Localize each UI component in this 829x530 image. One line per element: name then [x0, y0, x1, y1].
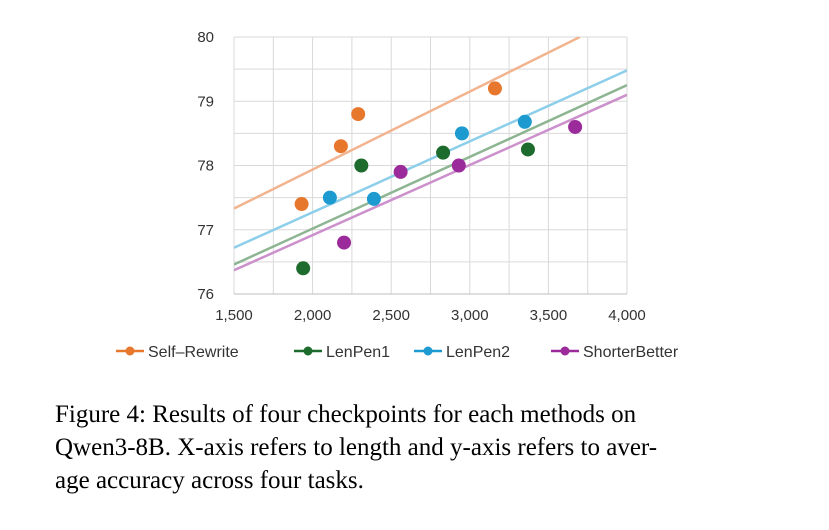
figure-caption: Figure 4: Results of four checkpoints fo… [55, 398, 785, 497]
trendlines [234, 37, 627, 272]
legend-label: LenPen1 [326, 344, 390, 361]
point-self-rewrite [294, 197, 309, 212]
point-lenpen1 [354, 158, 369, 173]
data-points [294, 81, 583, 276]
point-lenpen1 [520, 142, 535, 157]
grid [233, 36, 628, 295]
legend-label: LenPen2 [446, 344, 510, 361]
point-self-rewrite [333, 139, 348, 154]
trendline-lenpen1 [234, 84, 627, 266]
caption-line-1: Figure 4: Results of four checkpoints fo… [55, 401, 637, 428]
point-lenpen2 [366, 191, 381, 206]
point-lenpen2 [454, 126, 469, 141]
point-self-rewrite [487, 81, 502, 96]
legend-item-lenpen2: LenPen2 [414, 344, 510, 361]
caption-line-2: Qwen3-8B. X-axis refers to length and y-… [55, 434, 658, 461]
trendline-lenpen2 [234, 69, 627, 249]
legend-item-shorterbetter: ShorterBetter [551, 344, 679, 361]
legend-marker [125, 346, 135, 356]
legend-marker [560, 346, 570, 356]
legend-label: Self–Rewrite [148, 344, 239, 361]
point-lenpen1 [436, 145, 451, 160]
x-tick-label: 3,500 [530, 307, 568, 324]
x-tick-label: 4,000 [608, 307, 646, 324]
y-tick-label: 76 [197, 286, 214, 303]
point-self-rewrite [351, 107, 366, 122]
legend-item-lenpen1: LenPen1 [294, 344, 390, 361]
legend-label: ShorterBetter [583, 344, 679, 361]
x-tick-label: 1,500 [215, 307, 253, 324]
y-tick-label: 78 [197, 158, 214, 175]
caption-line-3: age accuracy across four tasks. [55, 467, 364, 494]
legend-marker [303, 346, 313, 356]
x-tick-label: 3,000 [451, 307, 489, 324]
point-lenpen2 [517, 114, 532, 129]
y-tick-label: 79 [197, 93, 214, 110]
point-shorterbetter [451, 158, 466, 173]
x-tick-label: 2,500 [372, 307, 410, 324]
x-tick-label: 2,000 [294, 307, 332, 324]
point-lenpen2 [322, 190, 337, 205]
tick-labels: 1,500 2,000 2,500 3,000 3,500 4,000 76 77 78 79 80 [197, 29, 645, 324]
legend: Self–Rewrite LenPen1 LenPen2 ShorterBetter [116, 344, 679, 361]
point-shorterbetter [568, 119, 583, 134]
point-shorterbetter [393, 164, 408, 179]
legend-item-self-rewrite: Self–Rewrite [116, 344, 239, 361]
point-shorterbetter [337, 235, 352, 250]
point-lenpen1 [296, 261, 311, 276]
y-tick-label: 77 [197, 222, 214, 239]
y-tick-label: 80 [197, 29, 214, 46]
trendline-self-rewrite [234, 37, 581, 210]
trendline-shorterbetter [234, 93, 627, 272]
scatter-chart: 1,500 2,000 2,500 3,000 3,500 4,000 76 77 78 79 80… [116, 29, 679, 361]
legend-marker [423, 346, 433, 356]
